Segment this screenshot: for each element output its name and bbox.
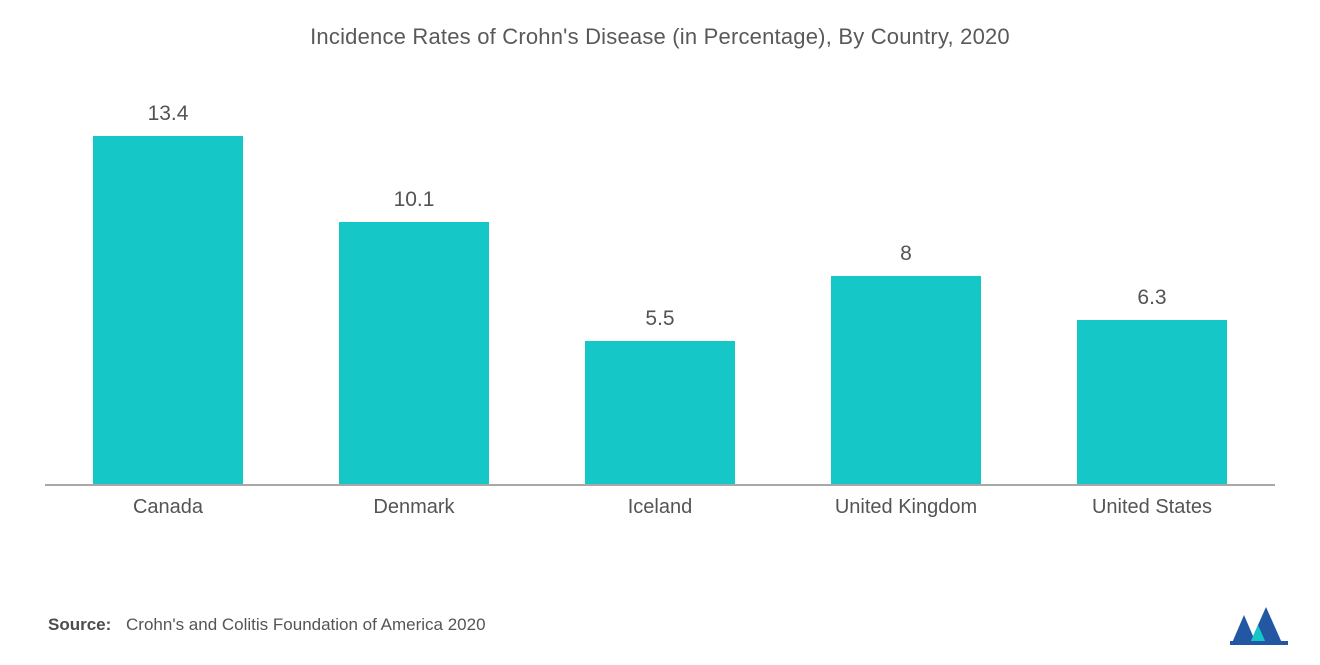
source-text: Crohn's and Colitis Foundation of Americ… xyxy=(126,615,486,634)
source-label: Source: xyxy=(48,615,111,634)
bar xyxy=(831,276,981,484)
brand-logo-icon xyxy=(1230,603,1290,645)
bar xyxy=(339,222,489,484)
bar-value-label: 5.5 xyxy=(645,307,674,331)
bar xyxy=(585,341,735,484)
bar-group: 6.3 xyxy=(1029,286,1275,484)
bar-group: 8 xyxy=(783,242,1029,484)
chart-title: Incidence Rates of Crohn's Disease (in P… xyxy=(0,0,1320,56)
chart-area: 13.4 10.1 5.5 8 6.3 Canada Denm xyxy=(45,96,1275,526)
chart-page: Incidence Rates of Crohn's Disease (in P… xyxy=(0,0,1320,665)
x-axis-label: Iceland xyxy=(537,490,783,519)
bar xyxy=(1077,320,1227,484)
bar xyxy=(93,136,243,484)
x-axis-labels: Canada Denmark Iceland United Kingdom Un… xyxy=(45,490,1275,526)
bar-value-label: 6.3 xyxy=(1137,286,1166,310)
x-axis-line xyxy=(45,484,1275,486)
bar-value-label: 10.1 xyxy=(394,188,435,212)
x-axis-label: Denmark xyxy=(291,490,537,519)
bar-group: 10.1 xyxy=(291,188,537,484)
source-attribution: Source: Crohn's and Colitis Foundation o… xyxy=(48,615,486,635)
bar-value-label: 13.4 xyxy=(148,102,189,126)
x-axis-label: Canada xyxy=(45,490,291,519)
x-axis-label: United States xyxy=(1029,490,1275,519)
bar-group: 5.5 xyxy=(537,307,783,484)
x-axis-label: United Kingdom xyxy=(783,490,1029,519)
bar-group: 13.4 xyxy=(45,102,291,484)
bars-container: 13.4 10.1 5.5 8 6.3 xyxy=(45,96,1275,484)
bar-value-label: 8 xyxy=(900,242,912,266)
